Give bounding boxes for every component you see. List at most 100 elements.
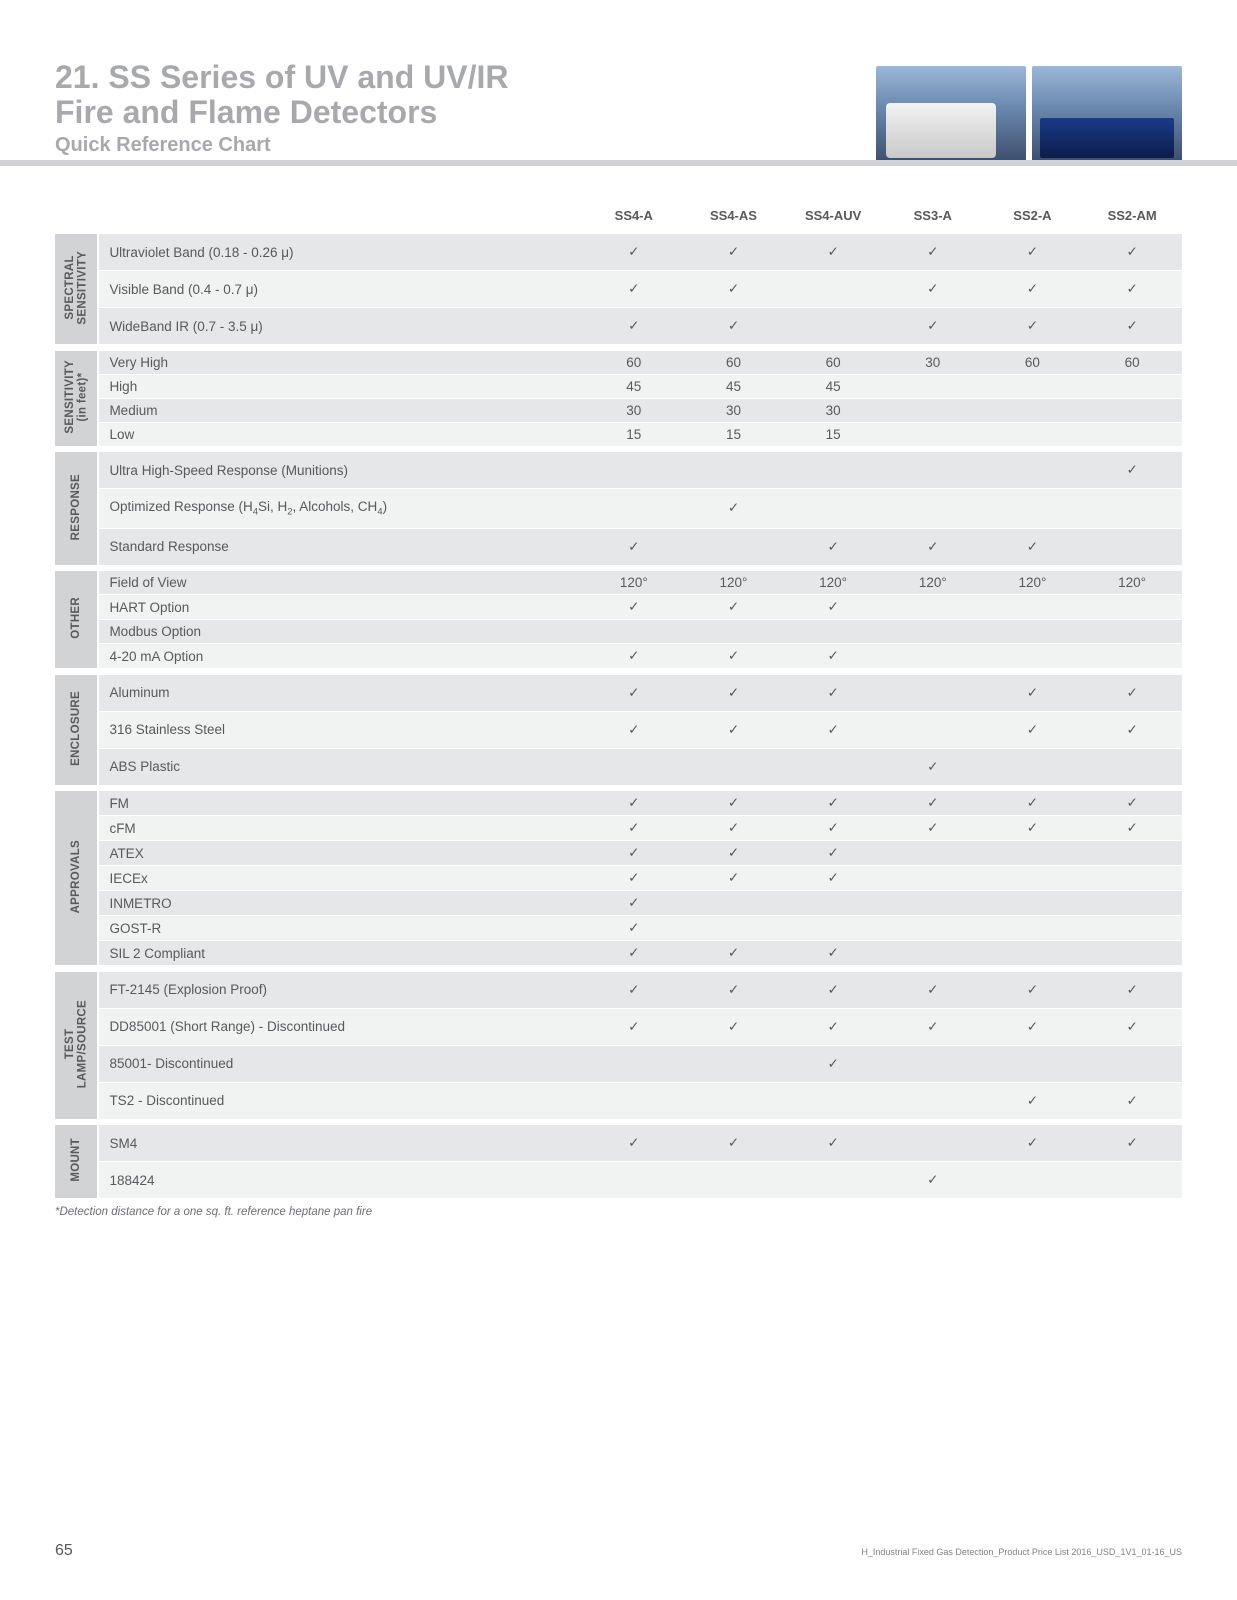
page-number: 65 [55, 1542, 73, 1560]
cell-value [983, 422, 1083, 446]
cell-value: ✓ [1082, 816, 1182, 841]
cell-value [983, 1162, 1083, 1199]
cell-value [1082, 489, 1182, 529]
cell-value: ✓ [783, 1008, 883, 1045]
page-header: 21. SS Series of UV and UV/IR Fire and F… [55, 60, 1182, 166]
cell-value: ✓ [584, 711, 684, 748]
table-row: Visible Band (0.4 - 0.7 μ)✓✓✓✓✓ [55, 271, 1182, 308]
cell-value: ✓ [783, 941, 883, 966]
cell-value [584, 620, 684, 644]
cell-value [1082, 1162, 1182, 1199]
cell-value [883, 620, 983, 644]
cell-value [883, 374, 983, 398]
cell-value: ✓ [783, 791, 883, 816]
category-label: OTHER [55, 571, 98, 669]
cell-value [1082, 866, 1182, 891]
cell-value: ✓ [584, 891, 684, 916]
row-label: cFM [98, 816, 584, 841]
cell-value: ✓ [983, 528, 1083, 565]
row-label: Modbus Option [98, 620, 584, 644]
cell-value: ✓ [684, 1008, 784, 1045]
cell-value: ✓ [684, 941, 784, 966]
hero-images [876, 66, 1182, 166]
cell-value [584, 1045, 684, 1082]
cell-value [684, 891, 784, 916]
cell-value: ✓ [684, 644, 784, 669]
cell-value [783, 1082, 883, 1119]
cell-value: ✓ [684, 816, 784, 841]
cell-value: ✓ [1082, 234, 1182, 271]
row-label: IECEx [98, 866, 584, 891]
cell-value [883, 674, 983, 711]
table-row: 4-20 mA Option✓✓✓ [55, 644, 1182, 669]
footnote: *Detection distance for a one sq. ft. re… [55, 1206, 1182, 1218]
table-row: 85001- Discontinued✓ [55, 1045, 1182, 1082]
cell-value [783, 916, 883, 941]
cell-value: 15 [783, 422, 883, 446]
cell-value [983, 841, 1083, 866]
cell-value: ✓ [1082, 308, 1182, 345]
reference-table: SS4-ASS4-ASSS4-AUVSS3-ASS2-ASS2-AMSPECTR… [55, 202, 1182, 1198]
table-row: Standard Response✓✓✓✓ [55, 528, 1182, 565]
cell-value: ✓ [584, 941, 684, 966]
cell-value: ✓ [783, 816, 883, 841]
cell-value: ✓ [983, 816, 1083, 841]
cell-value: ✓ [983, 971, 1083, 1008]
cell-value: ✓ [783, 841, 883, 866]
cell-value [684, 748, 784, 785]
category-label: SENSITIVITY(in feet)* [55, 350, 98, 446]
cell-value: ✓ [584, 1008, 684, 1045]
cell-value [983, 1045, 1083, 1082]
cell-value [684, 1045, 784, 1082]
cell-value: ✓ [983, 271, 1083, 308]
table-row: INMETRO✓ [55, 891, 1182, 916]
column-header: SS2-AM [1082, 202, 1182, 234]
cell-value: ✓ [883, 748, 983, 785]
cell-value [584, 748, 684, 785]
row-label: Very High [98, 350, 584, 374]
table-row: Optimized Response (H4Si, H2, Alcohols, … [55, 489, 1182, 529]
row-label: High [98, 374, 584, 398]
cell-value: ✓ [883, 234, 983, 271]
cell-value [783, 1162, 883, 1199]
cell-value: ✓ [584, 234, 684, 271]
header-divider-bar [0, 160, 1237, 166]
cell-value [983, 644, 1083, 669]
row-label: Ultraviolet Band (0.18 - 0.26 μ) [98, 234, 584, 271]
cell-value: ✓ [584, 271, 684, 308]
cell-value [783, 271, 883, 308]
table-row: 188424✓ [55, 1162, 1182, 1199]
cell-value [883, 644, 983, 669]
table-row: TESTLAMP/SOURCEFT-2145 (Explosion Proof)… [55, 971, 1182, 1008]
cell-value: 120° [983, 571, 1083, 595]
hero-image-truck [876, 66, 1026, 166]
row-label: Field of View [98, 571, 584, 595]
cell-value [883, 595, 983, 620]
row-label: INMETRO [98, 891, 584, 916]
table-row: HART Option✓✓✓ [55, 595, 1182, 620]
cell-value: ✓ [1082, 1125, 1182, 1162]
row-label: Ultra High-Speed Response (Munitions) [98, 452, 584, 489]
cell-value: ✓ [883, 971, 983, 1008]
table-row: DD85001 (Short Range) - Discontinued✓✓✓✓… [55, 1008, 1182, 1045]
cell-value [983, 916, 1083, 941]
row-label: DD85001 (Short Range) - Discontinued [98, 1008, 584, 1045]
hero-image-station [1032, 66, 1182, 166]
column-header: SS3-A [883, 202, 983, 234]
cell-value [883, 1045, 983, 1082]
cell-value [883, 1082, 983, 1119]
cell-value: ✓ [684, 234, 784, 271]
category-label: MOUNT [55, 1125, 98, 1199]
cell-value: ✓ [584, 1125, 684, 1162]
row-label: 316 Stainless Steel [98, 711, 584, 748]
cell-value [1082, 748, 1182, 785]
cell-value: 45 [783, 374, 883, 398]
table-row: Modbus Option [55, 620, 1182, 644]
table-row: OTHERField of View120°120°120°120°120°12… [55, 571, 1182, 595]
cell-value: ✓ [584, 644, 684, 669]
cell-value [883, 489, 983, 529]
cell-value: ✓ [983, 234, 1083, 271]
cell-value: 120° [783, 571, 883, 595]
cell-value: 30 [783, 398, 883, 422]
cell-value: ✓ [584, 791, 684, 816]
